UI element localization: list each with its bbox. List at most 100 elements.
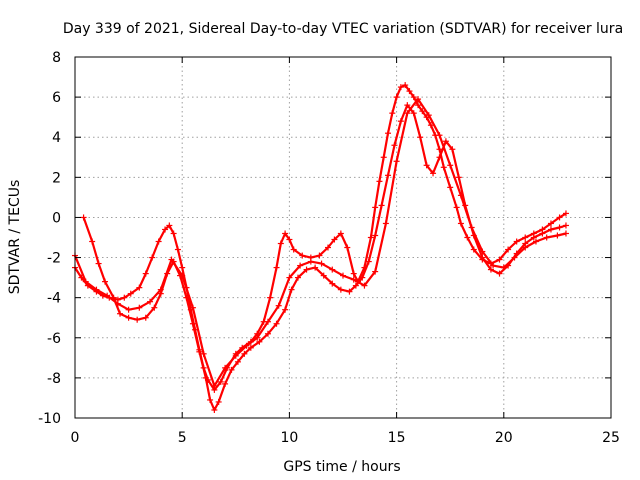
data-point <box>110 294 117 301</box>
data-markers <box>72 82 569 413</box>
data-point <box>522 244 529 251</box>
data-point <box>340 272 346 279</box>
data-point <box>286 274 293 281</box>
data-point <box>222 380 229 387</box>
data-point <box>337 230 344 237</box>
data-point <box>136 304 143 311</box>
data-point <box>200 364 207 371</box>
data-point <box>168 256 175 263</box>
data-point <box>217 378 224 385</box>
data-point <box>385 172 392 179</box>
series-trace-3 <box>73 98 567 387</box>
data-point <box>243 342 250 349</box>
data-point <box>361 264 368 271</box>
x-tick-label: 5 <box>178 430 187 446</box>
data-point <box>183 294 190 301</box>
data-point <box>256 338 263 345</box>
y-tick-label: -4 <box>47 291 61 307</box>
data-point <box>430 170 437 177</box>
data-point <box>337 286 344 293</box>
x-tick-label: 20 <box>495 430 513 446</box>
data-point <box>297 262 304 269</box>
data-point <box>350 276 357 283</box>
data-point <box>513 238 520 245</box>
data-point <box>329 280 336 287</box>
data-point <box>346 288 353 295</box>
data-point <box>142 270 149 277</box>
data-point <box>318 260 325 267</box>
data-point <box>410 94 417 101</box>
data-point <box>376 178 383 185</box>
data-point <box>404 102 411 109</box>
data-point <box>479 254 486 261</box>
data-point <box>449 146 456 153</box>
data-point <box>264 318 271 325</box>
data-point <box>125 306 132 313</box>
data-point <box>179 272 186 279</box>
data-point <box>539 230 546 237</box>
x-tick-label: 25 <box>602 430 620 446</box>
data-point <box>468 224 475 231</box>
data-point <box>378 202 385 209</box>
series-trace-1 <box>74 84 567 391</box>
y-axis-label: SDTVAR / TECUs <box>7 180 23 295</box>
data-point <box>436 154 443 161</box>
y-tick-label: -10 <box>38 411 61 427</box>
data-point <box>89 238 96 245</box>
data-point <box>80 214 87 221</box>
data-series <box>73 84 567 412</box>
data-point <box>425 112 432 119</box>
data-point <box>361 282 368 289</box>
data-point <box>183 284 190 291</box>
data-point <box>410 110 417 117</box>
data-point <box>196 348 203 355</box>
data-point <box>102 278 109 285</box>
data-point <box>200 350 207 357</box>
data-point <box>554 232 561 239</box>
data-point <box>496 270 503 277</box>
data-point <box>192 326 199 333</box>
data-point <box>282 230 289 237</box>
y-tick-label: 0 <box>52 210 61 226</box>
data-point <box>447 184 454 191</box>
data-point <box>290 246 297 253</box>
data-point <box>380 154 387 161</box>
data-point <box>367 234 374 241</box>
data-point <box>316 252 323 259</box>
data-point <box>543 234 550 241</box>
data-point <box>547 220 554 227</box>
data-point <box>457 220 464 227</box>
data-point <box>440 164 447 171</box>
data-point <box>104 292 111 299</box>
data-point <box>406 88 413 95</box>
data-point <box>464 234 471 241</box>
data-point <box>275 302 282 309</box>
y-axis-ticks: -10 -8 -6 -4 -2 0 2 4 6 8 <box>38 50 611 427</box>
x-tick-label: 0 <box>71 430 80 446</box>
data-point <box>288 286 295 293</box>
data-point <box>391 142 398 149</box>
x-axis-label: GPS time / hours <box>283 459 400 475</box>
data-point <box>397 84 404 91</box>
data-point <box>189 320 196 327</box>
data-point <box>157 286 164 293</box>
data-point <box>470 246 477 253</box>
data-point <box>436 146 443 153</box>
data-point <box>117 310 124 317</box>
data-point <box>121 294 128 301</box>
data-point <box>513 250 520 257</box>
data-point <box>331 236 338 243</box>
data-point <box>264 330 271 337</box>
data-point <box>423 162 430 169</box>
data-point <box>228 366 235 373</box>
y-tick-label: 2 <box>52 170 61 186</box>
data-point <box>393 94 400 101</box>
data-point <box>417 134 424 141</box>
data-point <box>166 222 173 229</box>
data-point <box>179 264 186 271</box>
data-point <box>415 102 422 109</box>
data-point <box>170 230 177 237</box>
x-tick-label: 15 <box>388 430 406 446</box>
data-point <box>324 244 331 251</box>
data-point <box>382 220 389 227</box>
